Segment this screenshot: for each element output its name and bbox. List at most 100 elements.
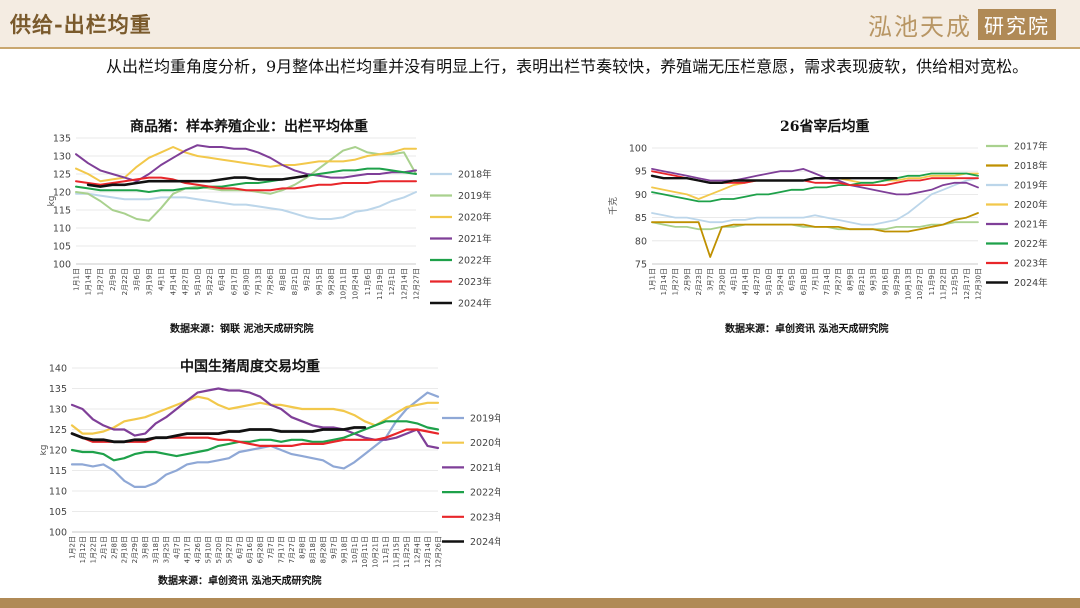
x-tick-label: 11月15日 [393, 536, 401, 568]
x-tick-label: 4月27日 [753, 268, 761, 295]
y-tick-label: 120 [49, 446, 67, 457]
y-tick-label: 130 [53, 152, 71, 163]
y-tick-label: 130 [49, 405, 67, 416]
series-line-4 [70, 420, 440, 462]
y-tick-label: 140 [49, 364, 67, 375]
x-tick-label: 9月16日 [881, 268, 889, 295]
series-line-3 [651, 177, 979, 226]
x-tick-label: 9月29日 [893, 268, 901, 295]
series-line-8 [650, 174, 898, 184]
x-tick-label: 1月12日 [79, 536, 87, 563]
legend-label: 2018年 [1014, 160, 1048, 172]
y-tick-label: 80 [635, 236, 647, 247]
chart-source: 数据来源：卓创资讯 泓池天成研究院 [725, 324, 889, 335]
y-tick-label: 100 [629, 144, 647, 155]
x-tick-label: 3月20日 [718, 268, 726, 295]
legend-label: 2018年 [458, 169, 492, 181]
x-tick-label: 7月1日 [811, 268, 819, 291]
y-tick-label: 125 [53, 170, 71, 181]
x-tick-label: 4月26日 [194, 536, 202, 563]
x-tick-label: 4月27日 [182, 268, 190, 295]
y-tick-label: 95 [635, 167, 647, 178]
legend-label: 2023年 [470, 511, 500, 523]
x-tick-label: 12月26日 [434, 536, 442, 568]
x-tick-label: 8月8日 [279, 268, 287, 291]
x-tick-label: 11月6日 [364, 268, 372, 295]
y-tick-label: 115 [49, 466, 67, 477]
x-tick-label: 12月14日 [424, 536, 432, 568]
y-tick-label: 75 [635, 260, 647, 271]
x-tick-label: 10月11日 [340, 268, 348, 300]
x-tick-label: 10月11日 [361, 536, 369, 568]
x-tick-label: 6月28日 [257, 536, 265, 563]
series-line-6 [75, 176, 417, 192]
x-tick-label: 5月10日 [194, 268, 202, 295]
x-tick-label: 5月20日 [215, 536, 223, 563]
x-tick-label: 7月26日 [267, 268, 275, 295]
y-axis-label: kg [40, 445, 49, 456]
x-tick-label: 12月30日 [974, 268, 982, 300]
intro-text: 从出栏均重角度分析，9月整体出栏均重并没有明显上行，表明出栏节奏较快，养殖端无压… [106, 57, 1029, 76]
x-tick-label: 2月18日 [121, 536, 129, 563]
x-tick-label: 11月9日 [928, 268, 936, 295]
legend-label: 2019年 [1014, 180, 1048, 192]
x-tick-label: 6月17日 [230, 268, 238, 295]
legend-label: 2021年 [470, 462, 500, 474]
x-tick-label: 5月10日 [765, 268, 773, 295]
x-tick-label: 6月7日 [236, 536, 244, 559]
x-tick-label: 1月1日 [72, 268, 80, 291]
legend-label: 2020年 [470, 437, 500, 449]
x-tick-label: 2月23日 [695, 268, 703, 295]
x-tick-label: 9月3日 [870, 268, 878, 291]
x-tick-label: 10月27日 [916, 268, 924, 300]
x-tick-label: 10月24日 [352, 268, 360, 300]
y-axis-label: 千克 [608, 197, 619, 215]
logo-sub-text: 研究院 [978, 8, 1056, 40]
x-tick-label: 5月22日 [206, 268, 214, 295]
chart-svg: 100 105 110 115 120 125 130 135 kg 1月1日 1月14日 1月27日… [47, 134, 492, 310]
x-tick-label: 1月14日 [85, 268, 93, 295]
x-tick-label: 4月7日 [173, 536, 181, 559]
x-tick-label: 4月17日 [183, 536, 191, 563]
series-line-5 [75, 167, 417, 193]
series-line-2 [651, 212, 979, 258]
x-tick-label: 6月18日 [800, 268, 808, 295]
x-tick-label: 11月19日 [376, 268, 384, 300]
x-tick-label: 4月1日 [157, 268, 165, 291]
x-tick-label: 7月7日 [267, 536, 275, 559]
x-tick-label: 8月28日 [319, 536, 327, 563]
brand-logo: 泓池天成 研究院 [868, 8, 1056, 41]
x-tick-label: 5月24日 [777, 268, 785, 295]
y-tick-label: 105 [49, 507, 67, 518]
legend-label: 2019年 [458, 190, 492, 202]
x-tick-label: 11月25日 [403, 536, 411, 568]
x-tick-label: 1月2日 [68, 536, 76, 559]
legend-label: 2022年 [1014, 238, 1048, 250]
x-tick-label: 7月14日 [823, 268, 831, 295]
x-tick-label: 4月1日 [730, 268, 738, 291]
x-tick-label: 1月27日 [672, 268, 680, 295]
x-tick-label: 3月6日 [133, 268, 141, 291]
x-tick-label: 1月27日 [97, 268, 105, 295]
chart-sample-farm-weight: 100 105 110 115 120 125 130 135 kg 1月1日 1月14日 1月27日… [40, 112, 500, 342]
x-tick-label: 6月4日 [218, 268, 226, 291]
series-line-3 [75, 146, 417, 183]
x-tick-label: 2月29日 [131, 536, 139, 563]
chart-title: 中国生猪周度交易均重 [180, 359, 320, 375]
y-tick-label: 115 [53, 206, 71, 217]
header-divider [0, 47, 1080, 49]
series-line-6 [651, 172, 979, 203]
chart-source: 数据来源：卓创资讯 泓池天成研究院 [158, 576, 322, 587]
x-tick-label: 2月8日 [110, 536, 118, 559]
x-tick-label: 9月18日 [340, 536, 348, 563]
legend-label: 2021年 [458, 233, 492, 245]
header-bar: 供给-出栏均重 泓池天成 研究院 [0, 0, 1080, 48]
chart-svg: 75 80 85 90 95 100 千克 1月1日 1月14日 1月27日 2月9日 2月23日 3月… [608, 141, 1048, 300]
x-tick-label: 1月14日 [660, 268, 668, 295]
legend-label: 2021年 [1014, 219, 1048, 231]
series-line-1 [75, 191, 417, 220]
y-axis-label: kg [47, 196, 57, 207]
chart-source: 数据来源：钢联 泥池天成研究院 [170, 324, 314, 335]
intro-paragraph: 从出栏均重角度分析，9月整体出栏均重并没有明显上行，表明出栏节奏较快，养殖端无压… [26, 54, 1046, 80]
series-line-5 [70, 428, 440, 447]
